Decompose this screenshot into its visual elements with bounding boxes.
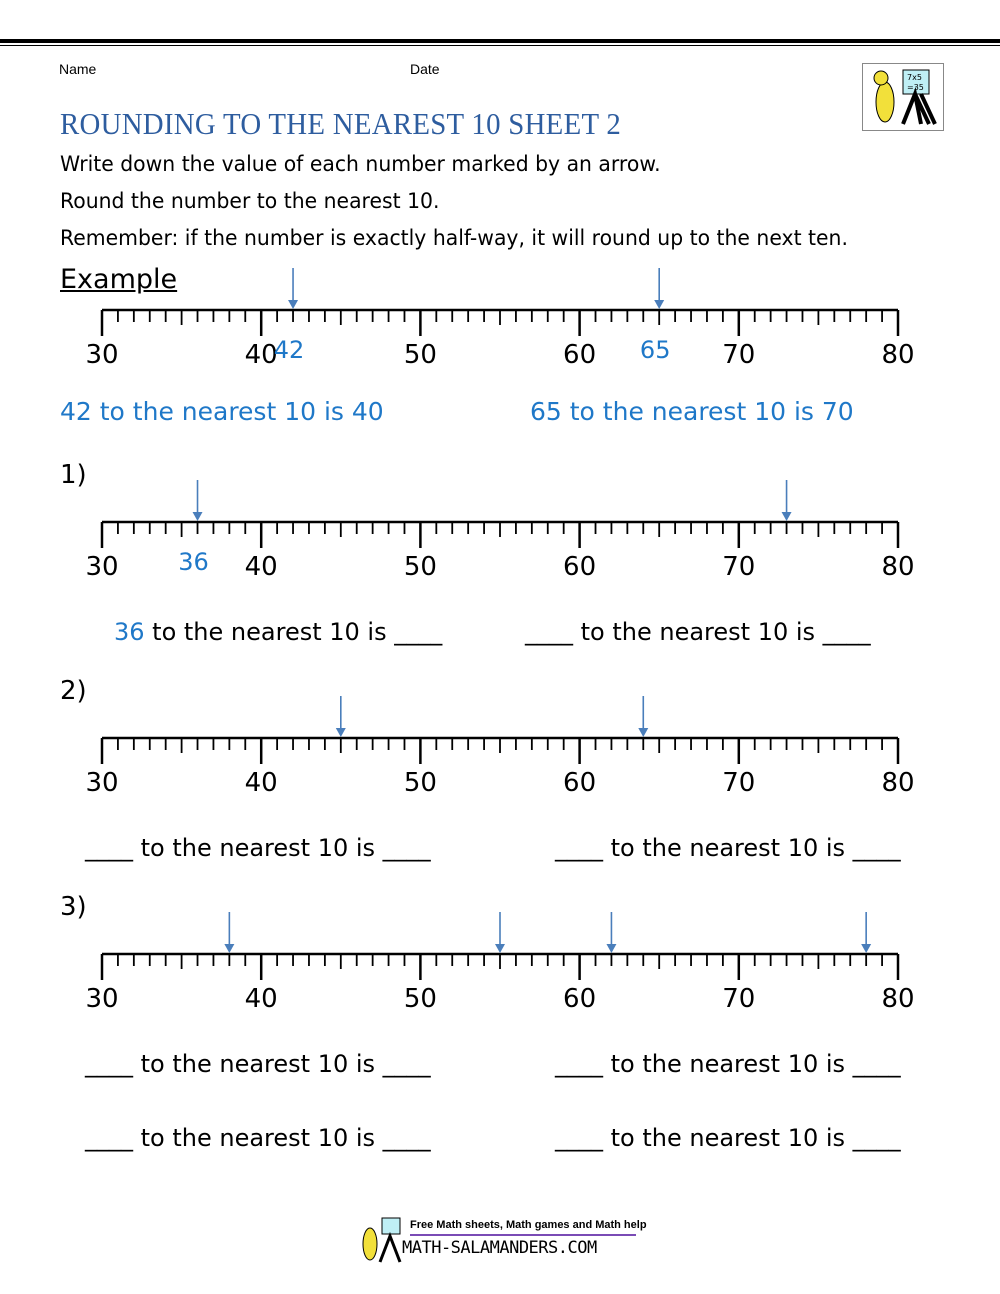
salamander-logo: 7x5 =35 (862, 63, 944, 131)
tick-label: 30 (85, 552, 118, 582)
question-3-label: 3) (60, 892, 87, 922)
tick-label: 30 (85, 340, 118, 370)
arrow-value-label: 36 (178, 548, 209, 576)
q3-answer-line-1: ____ to the nearest 10 is ____ (85, 1050, 431, 1078)
number-line-q2: 30 40 50 60 70 80 (85, 696, 915, 798)
tick-label: 40 (245, 552, 278, 582)
top-rule-thin (0, 45, 1000, 46)
svg-text:7x5: 7x5 (907, 73, 922, 82)
example-heading: Example (60, 264, 178, 295)
instruction-3: Remember: if the number is exactly half-… (60, 226, 848, 250)
number-line-q3: 30 40 50 60 70 80 (85, 912, 915, 1014)
tick-label: 60 (563, 768, 596, 798)
tick-label: 50 (404, 768, 437, 798)
q2-answer-line-1: ____ to the nearest 10 is ____ (85, 834, 431, 862)
arrow-down-icon (288, 300, 299, 309)
arrow-value-label: 65 (640, 336, 671, 364)
arrow-value-label: 42 (274, 336, 305, 364)
tick-label: 80 (881, 768, 914, 798)
tick-label: 50 (404, 552, 437, 582)
q1-answer-line-2: ____ to the nearest 10 is ____ (525, 618, 871, 646)
q1-answer-line-1: 36 to the nearest 10 is ____ (114, 618, 442, 646)
example-answer-1: 42 to the nearest 10 is 40 (60, 397, 384, 426)
arrow-down-icon (861, 944, 872, 953)
tick-label: 40 (245, 340, 278, 370)
arrow-down-icon (224, 944, 235, 953)
tick-label: 30 (85, 768, 118, 798)
top-rule (0, 39, 1000, 43)
arrow-down-icon (781, 512, 792, 521)
tick-label: 50 (404, 984, 437, 1014)
date-label: Date (410, 61, 440, 77)
tick-label: 70 (722, 340, 755, 370)
footer-site: MATH-SALAMANDERS.COM (402, 1238, 597, 1258)
arrow-down-icon (335, 728, 346, 737)
question-2-label: 2) (60, 676, 87, 706)
number-line-q1: 30 40 50 60 70 80 36 (85, 480, 915, 582)
number-line-example: 30 40 50 60 70 80 42 65 (85, 268, 915, 370)
q3-answer-line-4: ____ to the nearest 10 is ____ (555, 1124, 901, 1152)
tick-label: 60 (563, 984, 596, 1014)
tick-label: 40 (245, 984, 278, 1014)
tick-label: 70 (722, 552, 755, 582)
arrow-down-icon (606, 944, 617, 953)
tick-label: 70 (722, 984, 755, 1014)
instruction-1: Write down the value of each number mark… (60, 152, 661, 176)
footer-tagline: Free Math sheets, Math games and Math he… (410, 1219, 647, 1231)
tick-label: 30 (85, 984, 118, 1014)
tick-label: 80 (881, 984, 914, 1014)
instruction-2: Round the number to the nearest 10. (60, 189, 440, 213)
example-answer-2: 65 to the nearest 10 is 70 (530, 397, 854, 426)
q3-answer-line-2: ____ to the nearest 10 is ____ (555, 1050, 901, 1078)
footer-logo: Free Math sheets, Math games and Math he… (356, 1216, 647, 1266)
arrow-down-icon (495, 944, 505, 953)
tick-label: 80 (881, 340, 914, 370)
arrow-down-icon (192, 512, 203, 521)
svg-text:=35: =35 (907, 83, 924, 92)
tick-label: 40 (245, 768, 278, 798)
name-label: Name (59, 61, 97, 77)
page-title: ROUNDING TO THE NEAREST 10 SHEET 2 (60, 106, 622, 141)
arrow-down-icon (638, 728, 649, 737)
q3-answer-line-3: ____ to the nearest 10 is ____ (85, 1124, 431, 1152)
footer-divider (410, 1234, 636, 1236)
arrow-down-icon (654, 300, 665, 309)
question-1-label: 1) (60, 460, 87, 490)
q2-answer-line-2: ____ to the nearest 10 is ____ (555, 834, 901, 862)
tick-label: 50 (404, 340, 437, 370)
tick-label: 60 (563, 340, 596, 370)
tick-label: 70 (722, 768, 755, 798)
tick-label: 60 (563, 552, 596, 582)
q1-answer-text: to the nearest 10 is ____ (144, 618, 443, 646)
tick-label: 80 (881, 552, 914, 582)
q1-given-value: 36 (114, 618, 145, 646)
